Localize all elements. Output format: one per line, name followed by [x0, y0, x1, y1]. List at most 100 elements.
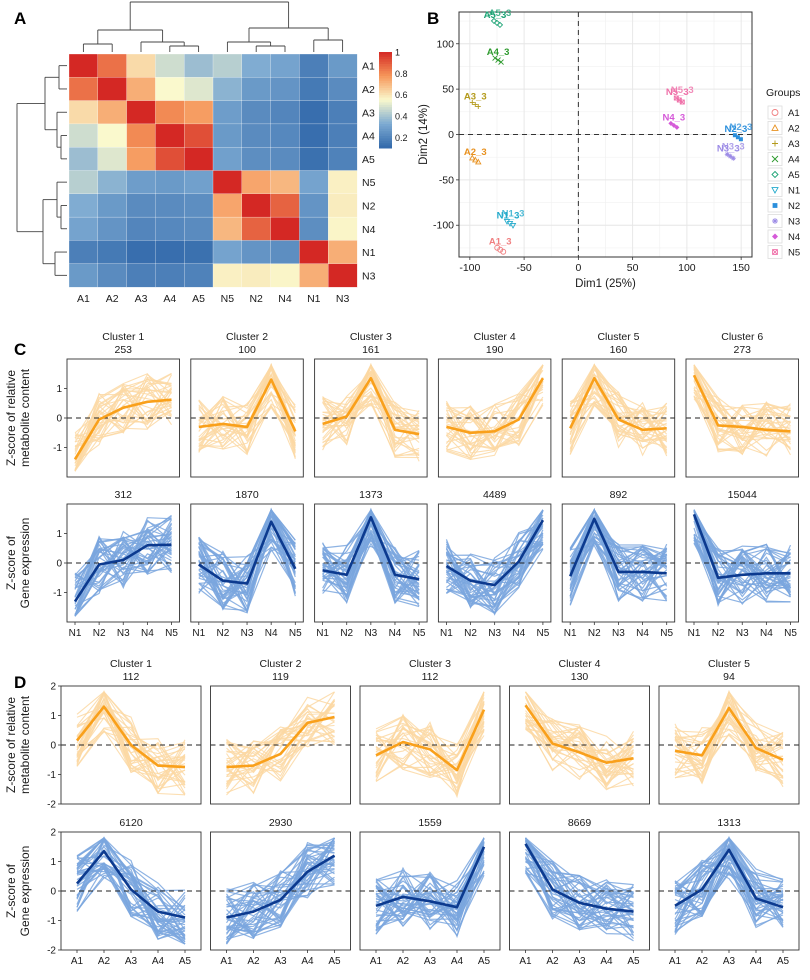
x-tick-label: -50	[517, 262, 532, 274]
profile-line-gene	[76, 862, 186, 928]
cluster-title: Cluster 4	[558, 658, 600, 670]
profile-line-gene	[693, 509, 791, 598]
heatmap-cell	[97, 147, 128, 171]
pca-point-n5	[679, 99, 685, 105]
profile-line-gene	[198, 508, 296, 571]
profile-line-meta	[74, 398, 172, 461]
profile-line-gene	[446, 525, 544, 568]
cluster-mean-line-meta	[569, 376, 667, 432]
y-tick-label: 50	[442, 84, 454, 96]
legend-label: N2	[788, 201, 800, 212]
profile-line-gene	[445, 533, 544, 602]
profile-line-meta	[674, 734, 784, 785]
x-tick-label: N4	[265, 628, 278, 639]
plot-frame	[458, 11, 753, 258]
heatmap-cell	[270, 263, 300, 288]
x-tick-label: N2	[588, 628, 601, 639]
profile-line-meta	[375, 725, 485, 778]
x-tick-label: -100	[459, 262, 480, 274]
heatmap-col-label: N2	[249, 293, 263, 305]
x-tick-label: N3	[488, 628, 501, 639]
y-tick-label: 2	[50, 682, 56, 693]
pca-point-label: A3_3	[464, 92, 487, 103]
cluster-metabolite-count: 273	[733, 344, 751, 356]
cluster-mean-line-meta	[692, 374, 791, 433]
cluster-title: Cluster 2	[259, 658, 301, 670]
heatmap-cell	[241, 147, 272, 171]
profile-line-meta	[198, 390, 296, 441]
profile-line-gene	[375, 870, 485, 924]
legend-label: N1	[788, 186, 800, 197]
panel-label-a: A	[14, 9, 26, 28]
heatmap-cell	[270, 170, 300, 195]
x-tick-label: N1	[316, 628, 329, 639]
heatmap-cell	[212, 263, 243, 288]
heatmap-cell	[97, 263, 128, 288]
pca-point-label: N4_3	[663, 112, 686, 123]
x-tick-label: A2	[696, 956, 709, 967]
heatmap-cell	[270, 100, 300, 125]
cluster-mean-line-gene	[375, 846, 486, 909]
x-tick-label: A1	[370, 956, 383, 967]
pca-point-label: N5_3	[666, 87, 689, 98]
heatmap-row-label: N2	[362, 200, 376, 212]
cluster-gene-count: 8669	[568, 817, 592, 829]
profile-line-meta	[198, 398, 296, 453]
profile-line-meta	[446, 398, 543, 451]
x-tick-label: N5	[784, 628, 797, 639]
heatmap-col-label: A4	[163, 293, 176, 305]
cluster-metabolite-count: 112	[422, 671, 439, 683]
colorbar-segment	[379, 52, 392, 55]
colorbar-segment	[379, 61, 392, 65]
x-tick-label: A3	[723, 956, 736, 967]
heatmap-cell	[126, 263, 156, 288]
profile-line-meta	[525, 721, 634, 772]
pca-point-n1	[509, 222, 517, 229]
legend-label: A2	[788, 124, 800, 135]
colorbar-tick-label: 0.6	[395, 90, 408, 100]
heatmap-col-label: A1	[77, 293, 90, 305]
panel-label-c: C	[14, 340, 26, 359]
profile-line-meta	[375, 723, 485, 780]
cluster-metabolite-count: 112	[123, 671, 140, 683]
pca-point-label-overlap: N2_3	[730, 122, 753, 133]
pca-point-label: A4_3	[487, 47, 510, 58]
x-tick-label: N1	[69, 628, 82, 639]
heatmap-cell	[270, 240, 300, 265]
colorbar-segment	[379, 119, 392, 123]
heatmap-cell	[299, 100, 329, 125]
y-tick-label: 0	[56, 559, 62, 570]
row-axis-label: Z-score of	[4, 535, 18, 590]
legend-title: Groups	[766, 87, 800, 99]
profile-line-meta	[674, 705, 784, 758]
heatmap-cell	[155, 53, 185, 78]
profile-line-meta	[198, 393, 296, 445]
profile-line-gene	[693, 517, 791, 591]
legend-key-n4	[772, 233, 778, 240]
row-axis-label: Z-score of	[4, 863, 18, 918]
x-tick-label: N2	[93, 628, 106, 639]
profile-line-meta	[693, 395, 791, 453]
heatmap-cell	[241, 263, 272, 288]
colorbar-tick-label: 0.8	[395, 69, 408, 79]
profile-line-gene	[569, 508, 668, 592]
heatmap-cell	[241, 100, 272, 125]
colorbar-segment	[379, 138, 392, 142]
x-tick-label: N2	[217, 628, 230, 639]
colorbar-segment	[379, 131, 392, 135]
profile-line-meta	[226, 716, 335, 784]
x-tick-label: 0	[575, 262, 581, 274]
profile-line-meta	[693, 386, 791, 440]
y-tick-label: 1	[50, 857, 56, 868]
x-tick-label: A1	[669, 956, 682, 967]
cluster-metabolite-count: 190	[486, 344, 504, 356]
x-tick-label: A5	[777, 956, 790, 967]
heatmap-cell	[97, 77, 128, 102]
profile-line-gene	[198, 541, 296, 611]
colorbar-tick-label: 0.2	[395, 133, 408, 143]
legend-label: N5	[788, 248, 800, 259]
cluster-mean-line-gene	[674, 848, 784, 909]
heatmap-cell	[299, 193, 329, 218]
pca-point-n3	[724, 151, 730, 157]
